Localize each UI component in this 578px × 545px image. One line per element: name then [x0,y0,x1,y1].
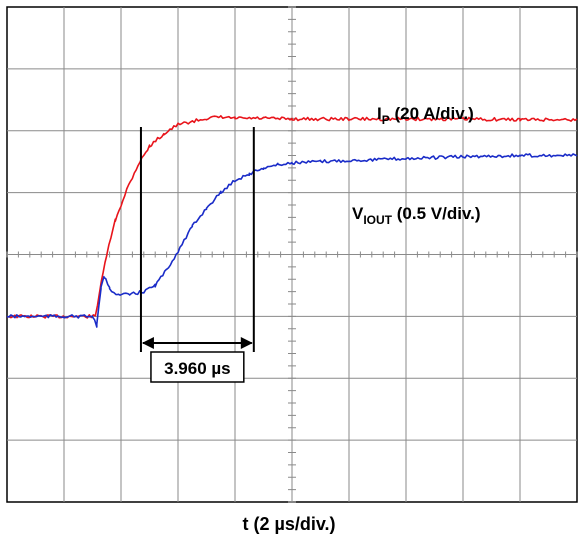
arrowhead-left [141,337,154,349]
trace-ip [6,115,578,319]
label-subscript: IOUT [363,213,392,227]
ip-label: IP (20 A/div.) [377,104,474,127]
duration-label: 3.960 µs [164,359,231,378]
duration-label-box [150,351,245,383]
center-axis-ticks [6,6,578,503]
label-main: I [377,104,382,123]
measurement-annotation: 3.960 µs [139,127,255,383]
viout-label: VIOUT (0.5 V/div.) [352,204,481,227]
label-scale: (0.5 V/div.) [392,204,481,223]
label-main: V [352,204,364,223]
traces [6,115,578,328]
x-axis-label: t (2 µs/div.) [242,514,336,534]
series-labels: IP (20 A/div.) VIOUT (0.5 V/div.) [352,104,481,227]
trace-viout [6,153,578,328]
label-scale: (20 A/div.) [390,104,474,123]
label-subscript: P [382,113,390,127]
arrowhead-right [240,337,253,349]
